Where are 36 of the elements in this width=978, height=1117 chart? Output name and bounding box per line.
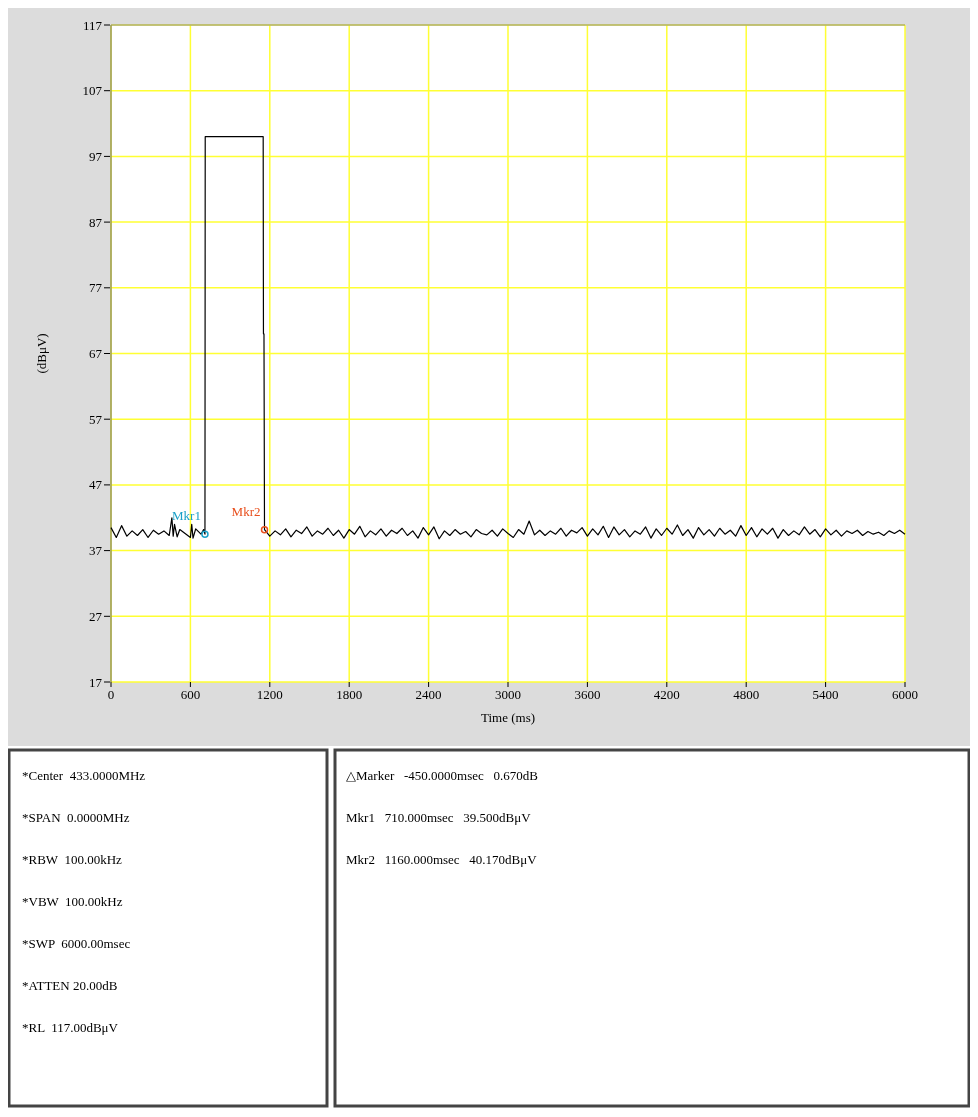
- y-axis-title: (dBμV): [34, 333, 49, 374]
- x-tick-label: 1200: [256, 687, 283, 702]
- x-tick-label: 3600: [574, 687, 601, 702]
- x-axis-title: Time (ms): [480, 710, 536, 725]
- y-tick-label: 47: [89, 477, 103, 493]
- y-tick-label: 117: [82, 17, 103, 33]
- annotation: Mkr2: [231, 503, 261, 519]
- text: Mkr2 1160.000msec 40.170dBμV: [346, 852, 538, 867]
- y-tick-label: 37: [89, 543, 103, 559]
- x-tick-label: 0: [107, 687, 115, 702]
- x-tick-label: 4800: [733, 687, 760, 702]
- x-tick-label: 3000: [495, 687, 521, 702]
- y-tick-label: 57: [89, 411, 103, 427]
- y-tick-label: 67: [89, 346, 103, 362]
- line-series: [110, 136, 906, 540]
- text: *SWP 6000.00msec: [22, 936, 131, 951]
- text: *ATTEN 20.00dB: [22, 978, 118, 993]
- y-tick-label: 107: [82, 83, 103, 99]
- text: *SPAN 0.0000MHz: [22, 810, 130, 825]
- y-tick-label: 17: [89, 674, 103, 690]
- text: *RBW 100.00kHz: [22, 852, 123, 867]
- text: *RL 117.00dBμV: [22, 1020, 119, 1035]
- text: Mkr1 710.000msec 39.500dBμV: [346, 810, 532, 825]
- x-tick-label: 4200: [653, 687, 680, 702]
- y-tick-label: 97: [89, 148, 103, 164]
- text: *Center 433.0000MHz: [22, 768, 146, 783]
- x-tick-label: 5400: [812, 687, 839, 702]
- text: *VBW 100.00kHz: [22, 894, 123, 909]
- x-tick-label: 1800: [336, 687, 363, 702]
- y-tick-label: 77: [89, 280, 103, 296]
- y-tick-label: 87: [89, 214, 103, 230]
- text: △Marker -450.0000msec 0.670dB: [346, 768, 539, 783]
- x-tick-label: 2400: [415, 687, 442, 702]
- x-tick-label: 6000: [892, 687, 918, 702]
- x-tick-label: 600: [180, 687, 201, 702]
- y-tick-label: 27: [89, 608, 103, 624]
